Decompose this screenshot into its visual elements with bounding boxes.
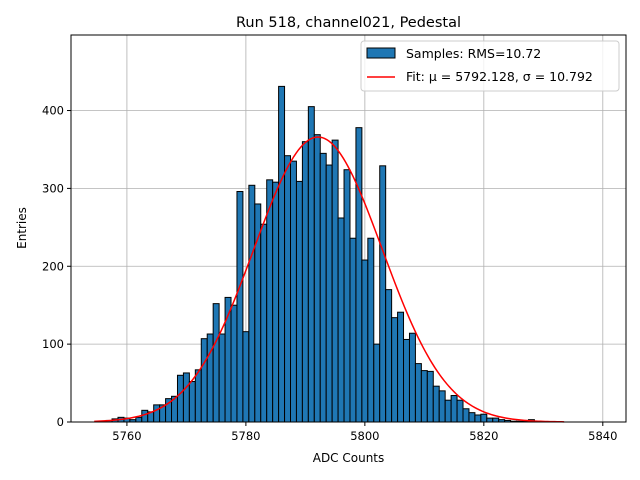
- histogram-bar: [301, 141, 309, 423]
- histogram-bar: [337, 217, 345, 423]
- histogram-bar: [194, 369, 202, 423]
- histogram-bar: [284, 155, 292, 423]
- x-axis-label: ADC Counts: [313, 451, 385, 465]
- histogram-bar: [480, 413, 488, 423]
- histogram-bar: [290, 160, 297, 423]
- chart-title: Run 518, channel021, Pedestal: [236, 15, 461, 31]
- histogram-bar: [361, 259, 369, 423]
- x-tick-label: 5840: [588, 429, 617, 443]
- histogram-bar: [176, 374, 184, 423]
- histogram-bar: [432, 385, 440, 423]
- histogram-bar: [230, 304, 238, 423]
- histogram-bar: [486, 417, 494, 423]
- histogram-bar: [141, 409, 149, 423]
- histogram-bar: [474, 414, 482, 423]
- histogram-bar: [492, 417, 500, 423]
- x-tick-label: 5800: [350, 429, 379, 443]
- histogram-bar: [218, 333, 226, 423]
- histogram-bar: [462, 408, 470, 423]
- histogram-bar: [403, 338, 410, 423]
- histogram-bar: [182, 372, 190, 423]
- histogram-bar: [260, 223, 268, 423]
- histogram-bar: [450, 395, 458, 423]
- y-axis-label: Entries: [15, 207, 29, 249]
- histogram-bar: [153, 404, 161, 423]
- histogram-bar: [397, 311, 405, 423]
- y-tick-label: 200: [42, 259, 64, 273]
- plot-frame: [70, 34, 627, 423]
- y-tick-label: 100: [42, 337, 64, 351]
- x-tick-label: 5760: [112, 429, 141, 443]
- histogram-bar: [468, 412, 476, 423]
- histogram-bar: [278, 85, 286, 423]
- histogram-bar: [212, 303, 220, 423]
- x-tick-label: 5820: [469, 429, 498, 443]
- legend: Samples: RMS=10.72 Fit: μ = 5792.128, σ …: [360, 40, 620, 92]
- histogram-bar: [355, 127, 363, 423]
- y-tick-label: 400: [42, 104, 64, 118]
- histogram-bar: [438, 390, 446, 423]
- histogram-bar: [319, 152, 327, 423]
- histogram-bar: [295, 180, 303, 423]
- histogram-bar: [408, 332, 416, 423]
- histogram-bar: [266, 179, 274, 423]
- histogram-bar: [331, 139, 339, 423]
- histogram-bar: [313, 134, 321, 423]
- legend-label-fit: Fit: μ = 5792.128, σ = 10.792: [406, 69, 593, 84]
- histogram-bar: [373, 343, 381, 423]
- fit-curve: [94, 136, 565, 423]
- histogram-bars: [105, 85, 541, 423]
- histogram-bar: [248, 184, 256, 423]
- histogram-bar: [135, 416, 143, 423]
- axis-ticks: 5760 5780 5800 5820 5840 0 100 200 300 400: [42, 104, 617, 443]
- histogram-bar: [349, 237, 357, 423]
- y-tick-label: 0: [57, 415, 64, 429]
- legend-label-samples: Samples: RMS=10.72: [406, 46, 541, 61]
- histogram-bar: [242, 331, 250, 423]
- histogram-bar: [343, 169, 351, 423]
- histogram-bar: [444, 399, 452, 423]
- histogram-bar: [385, 289, 393, 423]
- histogram-bar: [325, 164, 333, 423]
- histogram-bar: [391, 317, 399, 423]
- histogram-bar: [420, 370, 428, 423]
- histogram-bar: [426, 370, 434, 423]
- histogram-bar: [272, 181, 280, 423]
- histogram-bar: [456, 399, 464, 423]
- x-tick-label: 5780: [231, 429, 260, 443]
- histogram-bar: [236, 191, 244, 423]
- histogram-bar: [379, 165, 387, 423]
- histogram-bar: [367, 237, 375, 423]
- y-tick-label: 300: [42, 181, 64, 195]
- histogram-bar: [307, 106, 315, 423]
- histogram-bar: [188, 381, 196, 423]
- histogram-bar: [200, 338, 208, 423]
- histogram-bar: [414, 363, 422, 423]
- legend-swatch-samples: [366, 47, 396, 59]
